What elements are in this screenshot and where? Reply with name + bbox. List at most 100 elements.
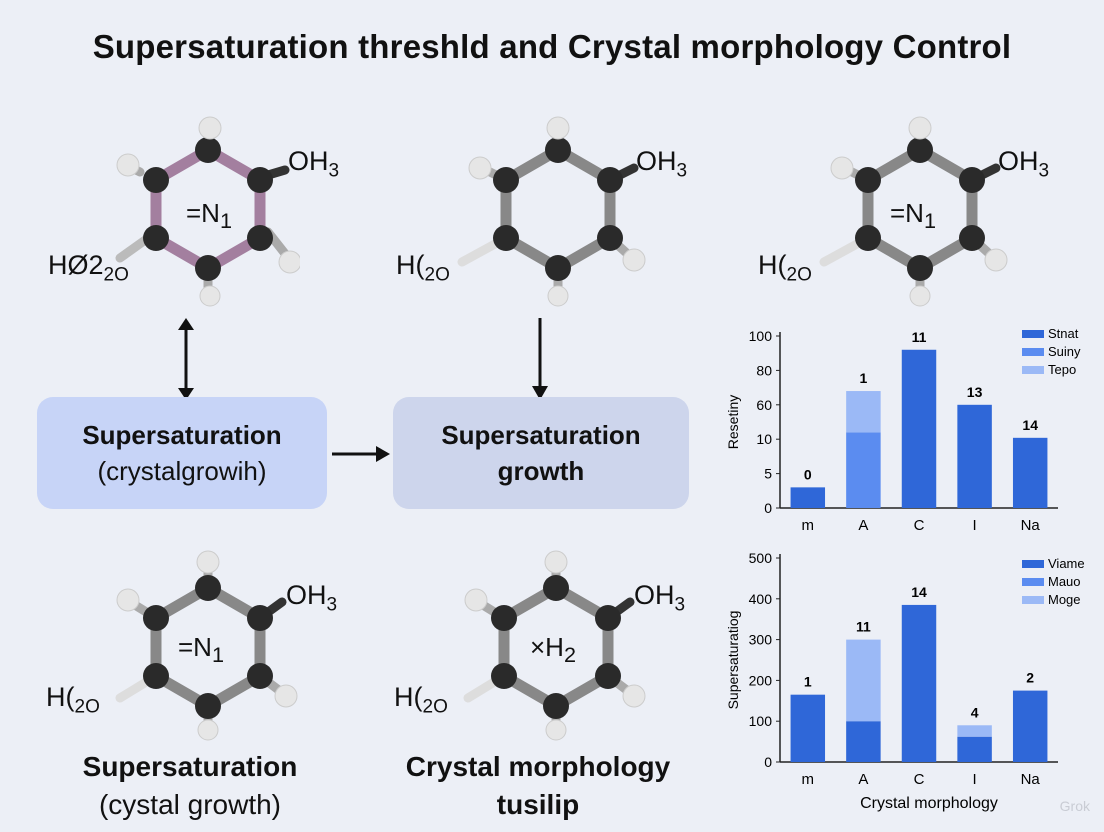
data-label: 14 <box>1022 417 1038 433</box>
oh-label: OH3 <box>286 580 338 616</box>
right-arrow-icon <box>332 446 390 462</box>
benzene-ring-diagram <box>115 116 300 307</box>
bar-segment <box>957 404 992 508</box>
data-label: 2 <box>1026 670 1034 686</box>
oh-label: OH3 <box>288 146 340 182</box>
y-tick-label: 200 <box>749 672 773 688</box>
data-label: 13 <box>967 384 983 400</box>
ho-label: H(2O <box>758 250 812 286</box>
double-arrow-icon <box>178 318 194 400</box>
bar-segment <box>957 736 992 762</box>
down-arrow-icon <box>532 318 548 400</box>
caption-subtitle: (cystal growth) <box>98 789 282 820</box>
y-tick-label: 100 <box>749 713 773 729</box>
caption-left: Supersaturation (cystal growth) <box>40 748 340 824</box>
caption-title: Supersaturation <box>82 751 298 782</box>
box-subtitle: (crystalgrowih) <box>97 456 267 486</box>
box-title: Supersaturation <box>441 420 641 450</box>
oh-label: OH3 <box>634 580 686 616</box>
ho-label: HØ22O <box>48 250 129 286</box>
supersaturation-box-center: Supersaturation growth <box>393 397 689 509</box>
ho-label: H(2O <box>46 682 100 718</box>
molecule-bottom-left: =N1 OH3 H(2O <box>40 548 337 748</box>
bar-segment <box>846 721 881 762</box>
benzene-ring-diagram <box>115 550 298 741</box>
bar-segment <box>846 391 881 433</box>
bar-segment <box>790 694 826 762</box>
legend-swatch <box>1022 330 1044 338</box>
y-tick-label: 10 <box>756 431 772 447</box>
bar-chart-bottom: 0 100 200 300 400 500 Supersaturatiog m 1 A 11 C 14 I… <box>725 550 1085 812</box>
ring-center-label: =N1 <box>186 198 233 234</box>
bar-chart-top: 0 5 10 60 80 100 Resetiny m 0 A 1 C 11 I 13 Na 14 Stnat Su… <box>725 326 1081 534</box>
legend-swatch <box>1022 560 1044 568</box>
bar-segment <box>1012 690 1048 762</box>
box-subtitle: growth <box>497 456 585 486</box>
benzene-ring-diagram <box>457 116 646 307</box>
watermark: Grok <box>1059 798 1090 814</box>
x-tick-label: A <box>858 771 868 788</box>
x-tick-label: m <box>802 517 815 534</box>
ring-center-label: =N1 <box>178 632 225 668</box>
y-tick-label: 500 <box>749 550 773 566</box>
bar-segment <box>846 432 881 508</box>
data-label: 14 <box>911 584 927 600</box>
data-label: 1 <box>804 674 812 690</box>
y-tick-label: 5 <box>764 466 772 482</box>
x-tick-label: A <box>858 517 868 534</box>
caption-subtitle: tusilip <box>496 789 580 820</box>
y-axis-label: Resetiny <box>725 395 741 449</box>
benzene-ring-diagram <box>463 550 646 741</box>
data-label: 0 <box>804 466 812 482</box>
oh-label: OH3 <box>998 146 1050 182</box>
ho-label: H(2O <box>396 250 450 286</box>
box-title: Supersaturation <box>82 420 282 450</box>
x-tick-label: C <box>914 517 925 534</box>
y-tick-label: 300 <box>749 632 773 648</box>
oh-label: OH3 <box>636 146 688 182</box>
molecule-bottom-center: ×H2 OH3 H(2O <box>388 548 685 748</box>
legend-label: Moge <box>1048 592 1081 607</box>
y-axis-label: Supersaturatiog <box>725 611 741 710</box>
y-tick-label: 0 <box>764 500 772 516</box>
molecule-top-right: =N1 OH3 H(2O <box>752 110 1049 310</box>
ring-center-label: ×H2 <box>530 632 577 668</box>
legend-label: Mauo <box>1048 574 1081 589</box>
ring-center-label: =N1 <box>890 198 937 234</box>
legend-label: Tepo <box>1048 362 1076 377</box>
legend-swatch <box>1022 348 1044 356</box>
x-tick-label: Na <box>1021 771 1041 788</box>
legend-swatch <box>1022 366 1044 374</box>
caption-center: Crystal morphology tusilip <box>388 748 688 824</box>
x-tick-label: I <box>973 517 977 534</box>
ho-label: H(2O <box>394 682 448 718</box>
data-label: 11 <box>856 619 871 635</box>
molecule-top-center: OH3 H(2O <box>390 110 687 310</box>
legend-label: Suiny <box>1048 344 1081 359</box>
y-tick-label: 0 <box>764 754 772 770</box>
molecule-top-left: =N1 OH3 HØ22O <box>40 110 339 310</box>
page-title: Supersaturation threshld and Crystal mor… <box>92 28 1012 65</box>
data-label: 11 <box>912 329 927 345</box>
bar-segment <box>790 487 826 508</box>
legend-label: Stnat <box>1048 326 1079 341</box>
bar-segment <box>901 604 937 762</box>
legend-label: Viame <box>1048 556 1085 571</box>
bar-segment <box>901 349 937 508</box>
supersaturation-box-left: Supersaturation (crystalgrowih) <box>37 397 327 509</box>
bar-segment <box>846 639 881 722</box>
caption-title: Crystal morphology <box>405 751 671 782</box>
legend-swatch <box>1022 578 1044 586</box>
x-tick-label: C <box>914 771 925 788</box>
data-label: 4 <box>971 704 979 720</box>
x-tick-label: Na <box>1021 517 1041 534</box>
legend-swatch <box>1022 596 1044 604</box>
x-axis-label: Crystal morphology <box>860 795 998 812</box>
y-tick-label: 400 <box>749 591 773 607</box>
y-tick-label: 80 <box>756 362 772 378</box>
bar-segment <box>1012 437 1048 508</box>
x-tick-label: I <box>973 771 977 788</box>
y-tick-label: 100 <box>749 328 773 344</box>
y-tick-label: 60 <box>756 397 772 413</box>
x-tick-label: m <box>802 771 815 788</box>
